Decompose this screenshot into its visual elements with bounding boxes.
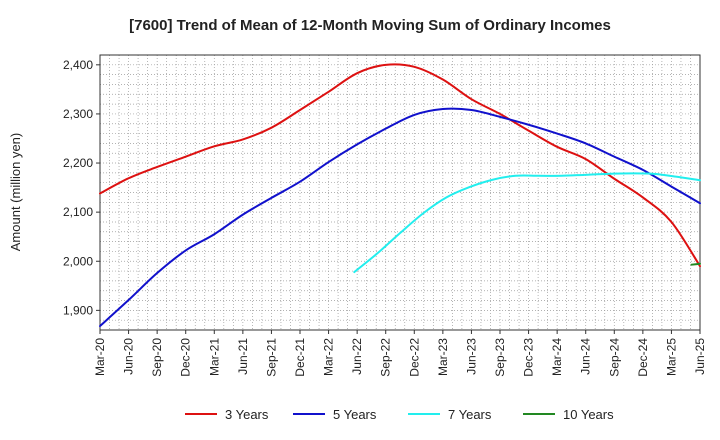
- y-tick-label: 2,000: [63, 254, 93, 268]
- x-tick-label: Jun-20: [122, 338, 136, 375]
- series-line-10-years: [690, 262, 701, 266]
- x-tick-label: Jun-25: [693, 338, 707, 375]
- legend-label: 7 Years: [448, 407, 492, 422]
- x-tick-label: Jun-23: [464, 338, 478, 375]
- x-tick-label: Dec-23: [522, 338, 536, 377]
- x-tick-label: Dec-24: [636, 338, 650, 377]
- x-tick-label: Dec-22: [407, 338, 421, 377]
- x-tick-label: Sep-23: [493, 338, 507, 377]
- x-tick-label: Mar-24: [550, 338, 564, 376]
- legend-label: 5 Years: [333, 407, 377, 422]
- y-tick-label: 2,400: [63, 58, 93, 72]
- series-line-5-years: [99, 107, 701, 328]
- grid: [99, 54, 701, 330]
- x-tick-label: Jun-22: [350, 338, 364, 375]
- x-tick-label: Mar-23: [436, 338, 450, 376]
- legend-label: 3 Years: [225, 407, 269, 422]
- series-line-7-years: [353, 172, 701, 274]
- chart-title: [7600] Trend of Mean of 12-Month Moving …: [129, 17, 611, 34]
- x-tick-label: Sep-21: [264, 338, 278, 377]
- legend-label: 10 Years: [563, 407, 614, 422]
- y-axis-label: Amount (million yen): [8, 133, 23, 252]
- series-lines: [99, 63, 701, 328]
- legend: 3 Years 5 Years 7 Years 10 Years: [185, 407, 614, 422]
- y-tick-label: 2,300: [63, 107, 93, 121]
- x-tick-label: Mar-25: [664, 338, 678, 376]
- y-axis: 1,900 2,000 2,100 2,200 2,300 2,400: [63, 58, 100, 317]
- x-tick-label: Jun-21: [236, 338, 250, 375]
- y-tick-label: 2,200: [63, 156, 93, 170]
- x-tick-label: Dec-20: [179, 338, 193, 377]
- x-tick-label: Mar-22: [322, 338, 336, 376]
- x-tick-label: Dec-21: [293, 338, 307, 377]
- x-tick-label: Mar-20: [93, 338, 107, 376]
- x-tick-label: Mar-21: [207, 338, 221, 376]
- x-tick-label: Sep-24: [607, 338, 621, 377]
- y-tick-label: 2,100: [63, 205, 93, 219]
- x-tick-label: Sep-22: [379, 338, 393, 377]
- x-axis: Mar-20 Jun-20 Sep-20 Dec-20 Mar-21 Jun-21 Sep-…: [93, 330, 707, 377]
- x-tick-label: Sep-20: [150, 338, 164, 377]
- x-tick-label: Jun-24: [579, 338, 593, 375]
- y-tick-label: 1,900: [63, 303, 93, 317]
- series-line-3-years: [99, 63, 701, 268]
